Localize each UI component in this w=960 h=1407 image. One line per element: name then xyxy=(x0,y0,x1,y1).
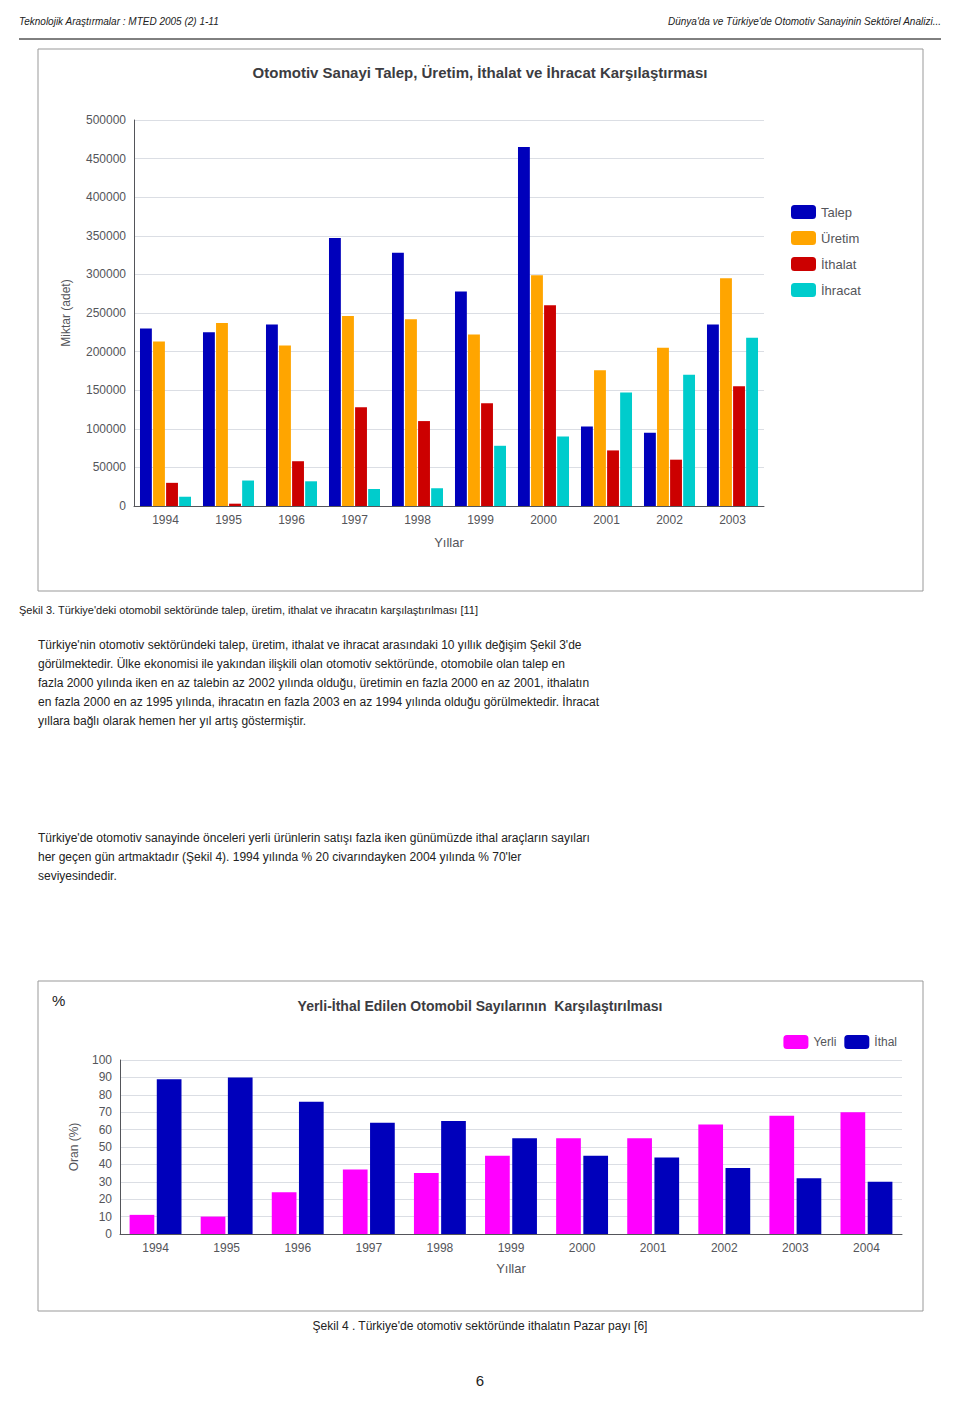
svg-text:50: 50 xyxy=(99,1140,113,1154)
svg-text:2002: 2002 xyxy=(711,1241,738,1255)
svg-text:2001: 2001 xyxy=(640,1241,667,1255)
svg-text:400000: 400000 xyxy=(86,190,126,204)
svg-text:1997: 1997 xyxy=(341,513,368,527)
svg-text:0: 0 xyxy=(119,499,126,513)
svg-text:0: 0 xyxy=(105,1227,112,1241)
svg-text:6: 6 xyxy=(476,1372,484,1389)
svg-text:Miktar (adet): Miktar (adet) xyxy=(59,279,73,346)
svg-text:2000: 2000 xyxy=(530,513,557,527)
svg-text:90: 90 xyxy=(99,1070,113,1084)
svg-text:1999: 1999 xyxy=(467,513,494,527)
svg-text:500000: 500000 xyxy=(86,113,126,127)
svg-text:Türkiye'nin otomotiv sektöründ: Türkiye'nin otomotiv sektöründeki talep,… xyxy=(38,638,582,652)
svg-text:2001: 2001 xyxy=(593,513,620,527)
svg-text:1994: 1994 xyxy=(152,513,179,527)
svg-text:100: 100 xyxy=(92,1053,112,1067)
svg-text:Otomotiv Sanayi Talep, Üretim,: Otomotiv Sanayi Talep, Üretim, İthalat v… xyxy=(253,64,708,81)
svg-text:İthalat: İthalat xyxy=(821,257,857,272)
svg-text:Yıllar: Yıllar xyxy=(434,535,464,550)
svg-text:100000: 100000 xyxy=(86,422,126,436)
svg-text:İhracat: İhracat xyxy=(821,283,861,298)
svg-text:1995: 1995 xyxy=(213,1241,240,1255)
svg-text:1995: 1995 xyxy=(215,513,242,527)
svg-text:200000: 200000 xyxy=(86,345,126,359)
svg-text:Dünya'da ve Türkiye'de Otomoti: Dünya'da ve Türkiye'de Otomotiv Sanayini… xyxy=(668,16,941,27)
svg-text:10: 10 xyxy=(99,1210,113,1224)
svg-text:1996: 1996 xyxy=(284,1241,311,1255)
svg-text:1996: 1996 xyxy=(278,513,305,527)
svg-text:her geçen gün artmaktadır (Şek: her geçen gün artmaktadır (Şekil 4). 199… xyxy=(38,850,521,864)
svg-text:Üretim: Üretim xyxy=(821,231,859,246)
svg-text:80: 80 xyxy=(99,1088,113,1102)
svg-text:70: 70 xyxy=(99,1105,113,1119)
svg-text:40: 40 xyxy=(99,1157,113,1171)
svg-text:2003: 2003 xyxy=(719,513,746,527)
svg-text:250000: 250000 xyxy=(86,306,126,320)
svg-text:1999: 1999 xyxy=(498,1241,525,1255)
svg-text:30: 30 xyxy=(99,1175,113,1189)
svg-text:150000: 150000 xyxy=(86,383,126,397)
svg-text:%: % xyxy=(52,992,65,1009)
svg-text:20: 20 xyxy=(99,1192,113,1206)
svg-text:Teknolojik Araştırmalar : MTED: Teknolojik Araştırmalar : MTED 2005 (2) … xyxy=(19,16,219,27)
svg-text:Yerli: Yerli xyxy=(813,1035,836,1049)
svg-text:Şekil 3. Türkiye'deki otomobil: Şekil 3. Türkiye'deki otomobil sektöründ… xyxy=(19,604,478,616)
svg-text:1994: 1994 xyxy=(142,1241,169,1255)
svg-text:300000: 300000 xyxy=(86,267,126,281)
svg-text:Şekil 4 . Türkiye'de otomotiv: Şekil 4 . Türkiye'de otomotiv sektöründe… xyxy=(313,1319,648,1333)
svg-text:seviyesindedir.: seviyesindedir. xyxy=(38,869,117,883)
svg-text:1998: 1998 xyxy=(427,1241,454,1255)
svg-text:1998: 1998 xyxy=(404,513,431,527)
svg-text:en fazla 2000 en az 1995 yılın: en fazla 2000 en az 1995 yılında, ihraca… xyxy=(38,695,600,709)
svg-text:1997: 1997 xyxy=(355,1241,382,1255)
svg-text:İthal: İthal xyxy=(874,1035,897,1049)
svg-text:2003: 2003 xyxy=(782,1241,809,1255)
svg-text:yıllara bağlı olarak hemen her: yıllara bağlı olarak hemen her yıl artış… xyxy=(38,714,306,728)
svg-text:Yıllar: Yıllar xyxy=(496,1261,526,1276)
svg-text:450000: 450000 xyxy=(86,152,126,166)
svg-text:50000: 50000 xyxy=(93,460,127,474)
svg-text:Yerli-İthal Edilen Otomobil Sa: Yerli-İthal Edilen Otomobil Sayılarının … xyxy=(298,998,663,1014)
svg-text:Talep: Talep xyxy=(821,205,852,220)
svg-text:görülmektedir. Ülke ekonomisi: görülmektedir. Ülke ekonomisi ile yakınd… xyxy=(38,657,565,671)
svg-text:Oran (%): Oran (%) xyxy=(67,1123,81,1172)
svg-text:fazla 2000 yılında iken en az: fazla 2000 yılında iken en az talebin az… xyxy=(38,676,589,690)
svg-text:2002: 2002 xyxy=(656,513,683,527)
svg-text:Türkiye'de otomotiv sanayinde: Türkiye'de otomotiv sanayinde önceleri y… xyxy=(38,831,590,845)
svg-text:350000: 350000 xyxy=(86,229,126,243)
svg-text:2004: 2004 xyxy=(853,1241,880,1255)
svg-text:2000: 2000 xyxy=(569,1241,596,1255)
svg-text:60: 60 xyxy=(99,1123,113,1137)
